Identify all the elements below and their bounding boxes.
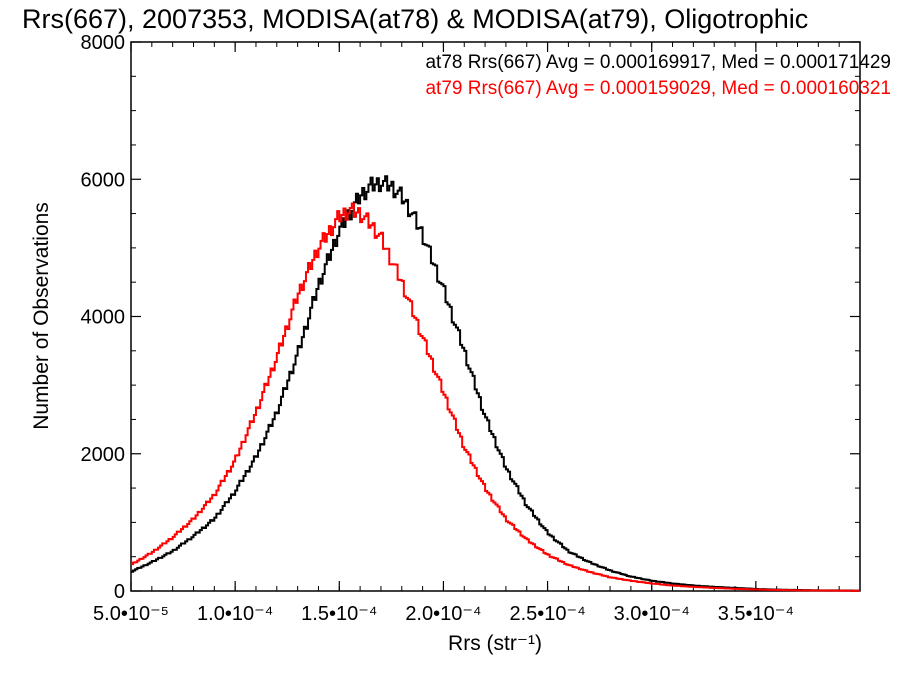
y-axis-ticks: 0 2000 4000 6000 8000 — [81, 32, 860, 603]
x-tick-label: 3.5•10⁻⁴ — [718, 603, 794, 625]
y-tick-label: 4000 — [81, 307, 126, 329]
x-tick-label: 1.5•10⁻⁴ — [301, 603, 377, 625]
x-tick-label: 3.0•10⁻⁴ — [614, 603, 690, 625]
y-tick-label: 8000 — [81, 32, 126, 54]
x-axis-ticks: 5.0•10⁻⁵ 1.0•10⁻⁴ 1.5•10⁻⁴ 2.0•10⁻⁴ 2.5•10⁻⁴… — [93, 42, 840, 625]
y-tick-label: 6000 — [81, 169, 126, 191]
series-at79-line — [131, 202, 860, 592]
stats-legend: at78 Rrs(667) Avg = 0.000169917, Med = 0… — [425, 52, 891, 99]
y-tick-label: 2000 — [81, 444, 126, 466]
plot-frame — [130, 41, 861, 592]
series-at78-line — [131, 175, 860, 592]
x-tick-label: 2.0•10⁻⁴ — [405, 603, 481, 625]
x-tick-label: 2.5•10⁻⁴ — [509, 603, 585, 625]
chart-title: Rrs(667), 2007353, MODISA(at78) & MODISA… — [22, 4, 808, 34]
stats-text-at78: at78 Rrs(667) Avg = 0.000169917, Med = 0… — [425, 52, 891, 73]
x-tick-label: 1.0•10⁻⁴ — [197, 603, 273, 625]
y-axis-label: Number of Observations — [30, 202, 53, 430]
y-tick-label: 0 — [114, 581, 125, 603]
x-axis-label: Rrs (str⁻¹) — [448, 632, 542, 655]
x-tick-label: 5.0•10⁻⁵ — [93, 603, 169, 625]
series-layer — [131, 175, 860, 592]
stats-text-at79: at79 Rrs(667) Avg = 0.000159029, Med = 0… — [425, 78, 891, 99]
